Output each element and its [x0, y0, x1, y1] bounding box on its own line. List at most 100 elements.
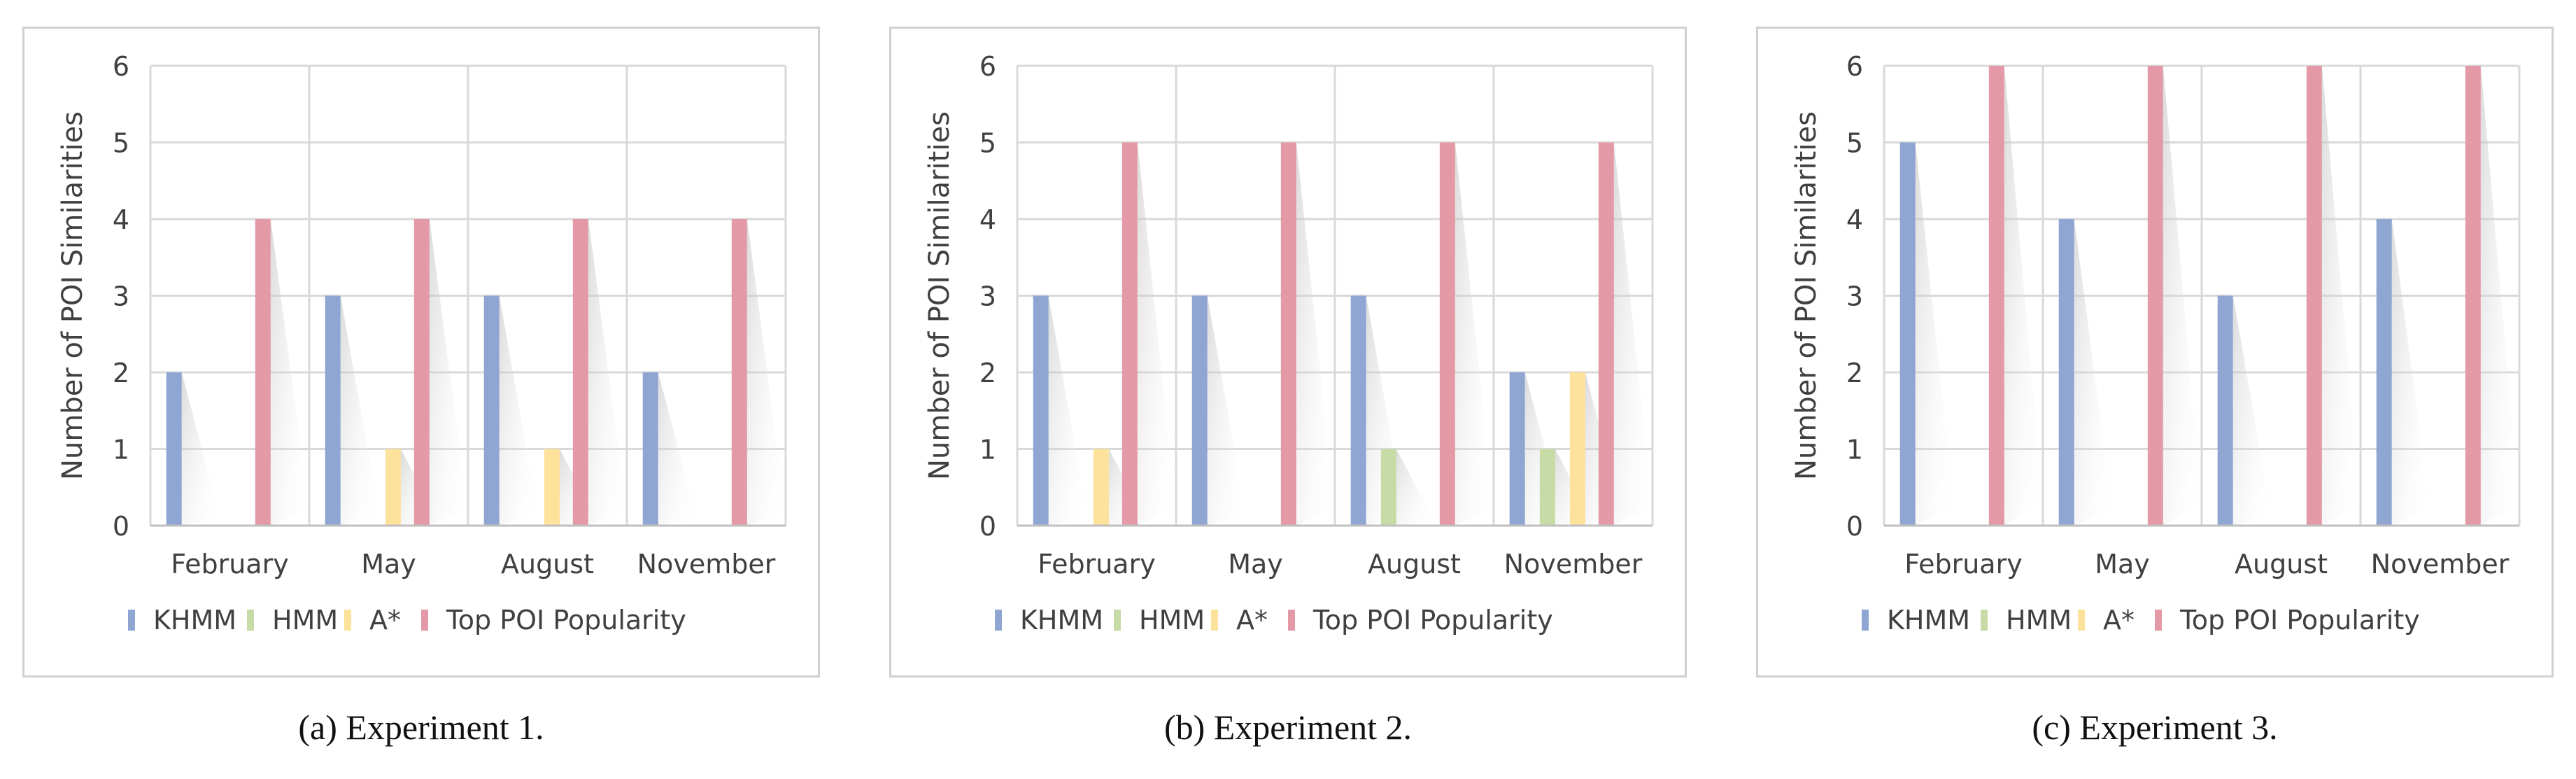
y-tick-label: 5: [113, 128, 129, 159]
legend-swatch: [1211, 610, 1218, 631]
y-tick-label: 3: [979, 281, 996, 312]
bar-top-poi-popularity-august: [1439, 142, 1455, 526]
bar-top-poi-popularity-may: [413, 219, 430, 526]
bar-shadow: [658, 372, 697, 526]
y-tick-label: 0: [113, 511, 129, 542]
figure-caption: (b) Experiment 2.: [1163, 708, 1413, 747]
legend-swatch: [421, 610, 428, 631]
bar-a--february: [1093, 449, 1109, 526]
y-tick-label: 3: [113, 281, 129, 312]
bar-khmm-may: [325, 295, 341, 526]
bar-shadow: [2163, 66, 2202, 526]
legend-swatch: [344, 610, 351, 631]
bar-khmm-february: [166, 372, 182, 526]
figure-caption: (c) Experiment 3.: [2032, 708, 2278, 747]
bar-khmm-november: [1509, 372, 1525, 526]
y-tick-label: 3: [1846, 281, 1863, 312]
bar-khmm-november: [642, 372, 658, 526]
legend-label: A*: [369, 605, 401, 636]
legend-label: HMM: [1139, 605, 1205, 636]
bar-shadow: [2074, 219, 2113, 526]
bar-shadow: [2321, 66, 2361, 526]
bar-shadow: [2391, 219, 2430, 526]
bar-hmm-august: [1380, 449, 1396, 526]
bar-shadow: [1137, 142, 1176, 526]
legend-swatch: [995, 610, 1002, 631]
bar-khmm-may: [1191, 295, 1208, 526]
legend-swatch: [1981, 610, 1988, 631]
y-tick-label: 0: [979, 511, 996, 542]
chart-svg: 0 1 2 3 4 5 6 February May August November Number o…: [923, 51, 1654, 636]
y-tick-label: 2: [1846, 358, 1863, 388]
y-tick-label: 6: [113, 51, 129, 82]
y-tick-label: 5: [1846, 128, 1863, 159]
bar-top-poi-popularity-february: [255, 219, 271, 526]
x-tick-label: August: [2235, 549, 2328, 580]
bar-shadow: [270, 219, 309, 526]
y-tick-label: 4: [113, 204, 129, 235]
x-tick-label: August: [1368, 549, 1461, 580]
x-tick-label: August: [501, 549, 594, 580]
legend-label: Top POI Popularity: [446, 605, 686, 636]
x-tick-label: November: [1504, 549, 1643, 580]
bar-top-poi-popularity-february: [1121, 142, 1138, 526]
legend-swatch: [2078, 610, 2085, 631]
y-tick-label: 1: [979, 435, 996, 465]
x-tick-label: May: [1228, 549, 1283, 580]
bar-top-poi-popularity-may: [2147, 66, 2163, 526]
x-tick-label: November: [637, 549, 776, 580]
bar-shadow: [1296, 142, 1335, 526]
bar-shadow: [181, 372, 220, 526]
bar-a--november: [1569, 372, 1585, 526]
bar-shadow: [1455, 142, 1494, 526]
bar-top-poi-popularity-february: [1988, 66, 2004, 526]
x-tick-label: May: [361, 549, 416, 580]
bar-top-poi-popularity-november: [2465, 66, 2481, 526]
y-tick-label: 4: [979, 204, 996, 235]
bar-top-poi-popularity-may: [1280, 142, 1296, 526]
bar-khmm-may: [2058, 219, 2074, 526]
y-axis-label: Number of POI Similarities: [923, 111, 956, 480]
y-axis-label: Number of POI Similarities: [1790, 111, 1823, 480]
y-tick-label: 1: [1846, 435, 1863, 465]
y-tick-label: 4: [1846, 204, 1863, 235]
legend-label: HMM: [2006, 605, 2072, 636]
bar-shadow: [2004, 66, 2043, 526]
legend-label: A*: [2103, 605, 2135, 636]
legend-label: Top POI Popularity: [2179, 605, 2420, 636]
bar-khmm-november: [2376, 219, 2392, 526]
bar-khmm-august: [1350, 295, 1366, 526]
legend-swatch: [247, 610, 254, 631]
x-tick-label: February: [1038, 549, 1155, 580]
chart-panel-experiment-3: 0 1 2 3 4 5 6 February May August November Number o…: [1756, 27, 2554, 678]
y-tick-label: 6: [979, 51, 996, 82]
bar-shadow: [429, 219, 468, 526]
legend-label: KHMM: [1887, 605, 1970, 636]
chart-svg: 0 1 2 3 4 5 6 February May August November Number o…: [1790, 51, 2521, 636]
bar-khmm-august: [483, 295, 500, 526]
bar-shadow: [1915, 142, 1954, 526]
y-tick-label: 5: [979, 128, 996, 159]
bar-top-poi-popularity-august: [2306, 66, 2322, 526]
bar-top-poi-popularity-august: [572, 219, 588, 526]
bar-top-poi-popularity-november: [1598, 142, 1614, 526]
y-axis-label: Number of POI Similarities: [57, 111, 89, 480]
legend-swatch: [1114, 610, 1121, 631]
bar-shadow: [2480, 66, 2519, 526]
legend-label: Top POI Popularity: [1312, 605, 1553, 636]
bar-shadow: [588, 219, 627, 526]
y-tick-label: 6: [1846, 51, 1863, 82]
bar-top-poi-popularity-november: [731, 219, 747, 526]
bar-shadow: [1396, 449, 1435, 526]
bar-hmm-november: [1539, 449, 1555, 526]
legend-swatch: [1288, 610, 1295, 631]
bar-shadow: [1207, 295, 1246, 526]
bar-shadow: [1613, 142, 1653, 526]
legend-label: KHMM: [1020, 605, 1103, 636]
bar-shadow: [746, 219, 786, 526]
bar-shadow: [499, 295, 538, 526]
bar-a--may: [385, 449, 401, 526]
legend-label: KHMM: [153, 605, 236, 636]
x-tick-label: November: [2371, 549, 2510, 580]
legend-swatch: [1862, 610, 1869, 631]
